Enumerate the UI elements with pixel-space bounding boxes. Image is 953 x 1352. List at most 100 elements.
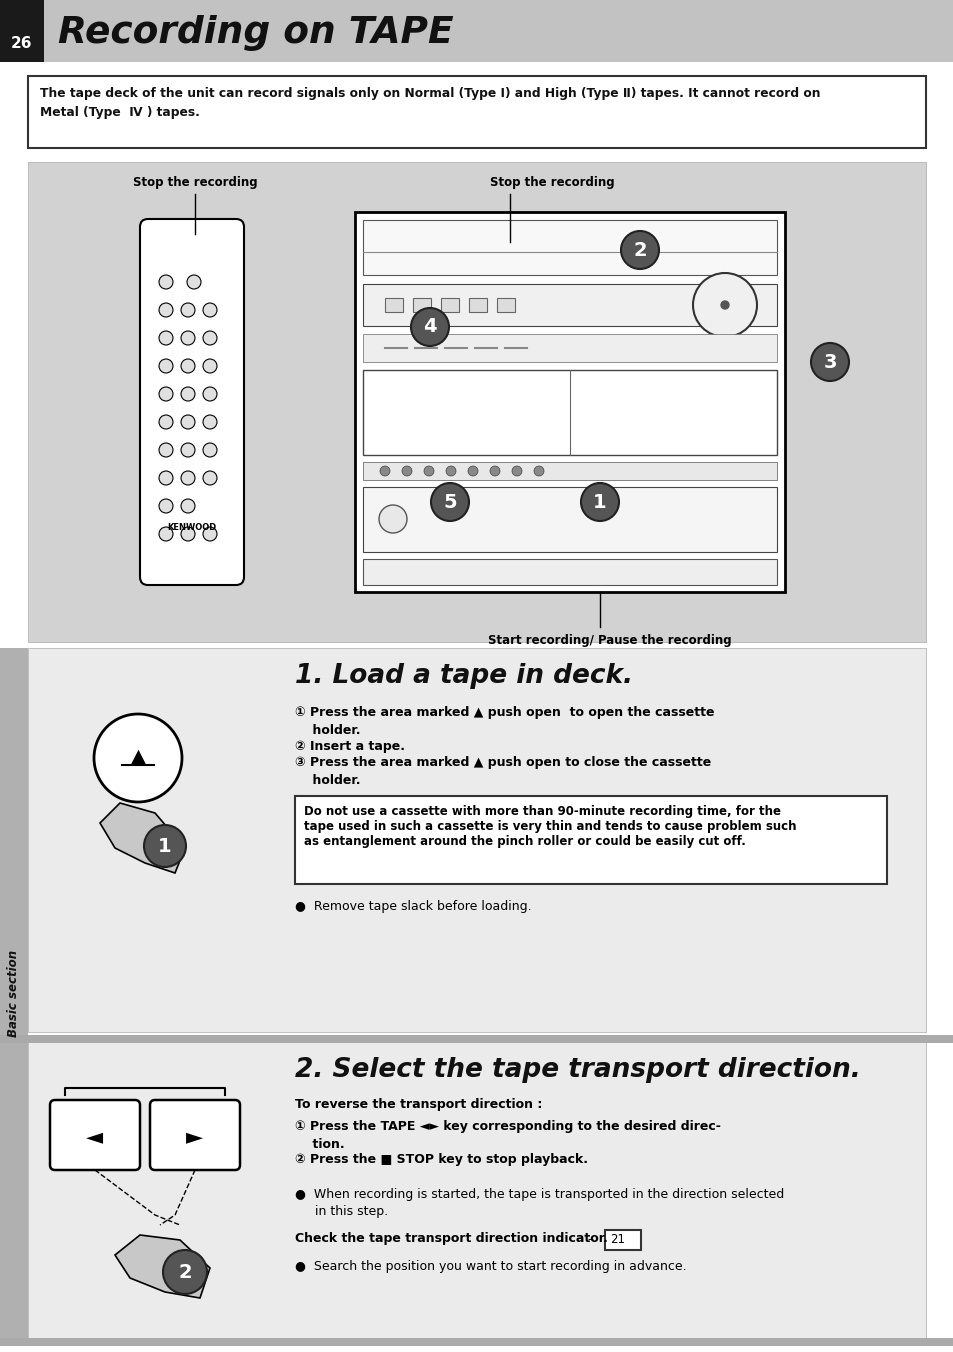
Text: Metal (Type  Ⅳ ) tapes.: Metal (Type Ⅳ ) tapes. [40,105,200,119]
Bar [385,297,402,312]
Circle shape [159,360,172,373]
Bar [363,558,776,585]
Circle shape [490,466,499,476]
Circle shape [620,231,659,269]
Text: in this step.: in this step. [294,1205,388,1218]
Bar [363,334,776,362]
Circle shape [431,483,469,521]
Circle shape [534,466,543,476]
Circle shape [203,415,216,429]
Circle shape [203,443,216,457]
Text: Do not use a cassette with more than 90-minute recording time, for the
tape used: Do not use a cassette with more than 90-… [304,804,796,848]
Bar [497,297,515,312]
FancyBboxPatch shape [150,1101,240,1169]
Text: 5: 5 [443,492,456,511]
Bar [0,1036,953,1042]
Text: 2. Select the tape transport direction.: 2. Select the tape transport direction. [294,1057,860,1083]
Bar [355,212,784,592]
Circle shape [181,443,194,457]
Text: ◄: ◄ [87,1128,104,1146]
Circle shape [159,499,172,512]
Circle shape [94,714,182,802]
Bar [28,76,925,147]
Circle shape [423,466,434,476]
FancyBboxPatch shape [140,219,244,585]
Circle shape [378,506,407,533]
Text: ►: ► [186,1128,203,1146]
Circle shape [144,825,186,867]
Circle shape [181,303,194,316]
Circle shape [379,466,390,476]
Bar [28,162,925,642]
Bar [604,1230,640,1251]
Bar [363,370,776,456]
Text: 4: 4 [423,318,436,337]
Circle shape [159,470,172,485]
Text: The tape deck of the unit can record signals only on Normal (Type Ⅰ) and High (T: The tape deck of the unit can record sig… [40,87,820,100]
Polygon shape [100,803,185,873]
Circle shape [159,527,172,541]
Bar [0,0,44,62]
Circle shape [203,360,216,373]
Circle shape [159,331,172,345]
Text: Basic section: Basic section [8,949,20,1037]
Text: 3: 3 [822,353,836,372]
Circle shape [411,308,449,346]
Circle shape [203,331,216,345]
Text: Start recording/ Pause the recording: Start recording/ Pause the recording [488,634,731,648]
Bar [0,648,28,1338]
Circle shape [159,443,172,457]
Circle shape [181,499,194,512]
Text: ●  When recording is started, the tape is transported in the direction selected: ● When recording is started, the tape is… [294,1188,783,1201]
Circle shape [187,274,201,289]
Text: ●  Remove tape slack before loading.: ● Remove tape slack before loading. [294,900,531,913]
Circle shape [181,360,194,373]
Bar [363,220,776,274]
Polygon shape [115,1234,210,1298]
Circle shape [720,301,728,310]
Text: 21: 21 [609,1233,624,1247]
Circle shape [203,387,216,402]
Text: ▲: ▲ [131,746,146,765]
Bar [440,297,458,312]
Bar [469,297,486,312]
Circle shape [181,331,194,345]
Text: Stop the recording: Stop the recording [490,176,614,189]
Text: 2: 2 [633,241,646,260]
Circle shape [159,387,172,402]
Circle shape [159,415,172,429]
Text: ① Press the area marked ▲ push open  to open the cassette: ① Press the area marked ▲ push open to o… [294,706,714,719]
Text: Check the tape transport direction indicator.: Check the tape transport direction indic… [294,1232,607,1245]
Text: 2: 2 [178,1263,192,1282]
Text: 1: 1 [593,492,606,511]
Bar [413,297,431,312]
Bar [0,1338,953,1347]
Circle shape [580,483,618,521]
Bar [0,0,953,62]
Text: 26: 26 [11,37,32,51]
Text: KENWOOD: KENWOOD [167,522,216,531]
Text: To reverse the transport direction :: To reverse the transport direction : [294,1098,542,1111]
Bar [28,648,925,1032]
Text: Recording on TAPE: Recording on TAPE [58,15,453,51]
Text: holder.: holder. [294,725,360,737]
Text: 1. Load a tape in deck.: 1. Load a tape in deck. [294,662,633,690]
Circle shape [159,274,172,289]
Text: –: – [586,1233,592,1247]
Bar [363,462,776,480]
Circle shape [159,303,172,316]
Text: ③ Press the area marked ▲ push open to close the cassette: ③ Press the area marked ▲ push open to c… [294,756,711,769]
FancyBboxPatch shape [50,1101,140,1169]
Bar [28,1040,925,1338]
Circle shape [692,273,757,337]
Circle shape [203,527,216,541]
Circle shape [181,415,194,429]
Text: ① Press the TAPE ◄► key corresponding to the desired direc-: ① Press the TAPE ◄► key corresponding to… [294,1119,720,1133]
Circle shape [810,343,848,381]
Text: ② Press the ■ STOP key to stop playback.: ② Press the ■ STOP key to stop playback. [294,1153,587,1165]
Text: ② Insert a tape.: ② Insert a tape. [294,740,405,753]
Text: 1: 1 [158,837,172,856]
Bar [363,487,776,552]
Circle shape [446,466,456,476]
Circle shape [468,466,477,476]
